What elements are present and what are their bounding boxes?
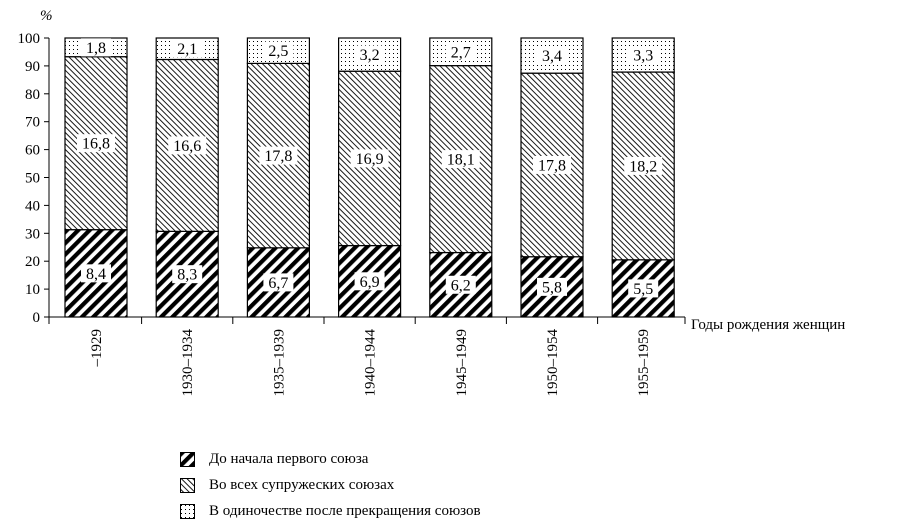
data-label-bg — [81, 38, 111, 57]
data-label: 3,4 — [542, 48, 562, 65]
data-label: 6,2 — [451, 277, 471, 294]
dense-hatch-swatch-icon — [180, 451, 195, 467]
data-label: 6,7 — [268, 275, 288, 292]
data-label: 16,8 — [82, 136, 110, 153]
x-tick-label: 1955–1959 — [636, 329, 652, 397]
legend-item-alone-after-unions: В одиночестве после прекращения союзов — [180, 498, 481, 524]
y-tick-label: 40 — [25, 198, 40, 214]
stacked-bar-chart: % 0 10 20 30 40 50 60 70 80 90 100 –1929 1930–1934 1… — [18, 8, 846, 397]
y-tick-label: 10 — [25, 282, 40, 298]
data-label: 5,5 — [633, 281, 653, 298]
data-label: 6,9 — [360, 274, 380, 291]
bar-segment — [611, 37, 675, 73]
data-label-bg — [263, 41, 294, 60]
y-axis-label: % — [40, 8, 53, 24]
data-label-bg — [354, 45, 385, 64]
data-label-bg — [350, 149, 389, 168]
dotted-swatch-icon — [180, 503, 195, 519]
data-label-bg — [628, 279, 659, 298]
data-label-bg — [533, 155, 571, 174]
data-label-bg — [441, 150, 480, 169]
legend-label: До начала первого союза — [209, 450, 369, 467]
x-axis: –1929 1930–1934 1935–1939 1940–1944 1945–194… — [48, 316, 686, 397]
y-tick-label: 50 — [25, 171, 40, 187]
x-tick-label: 1950–1954 — [545, 329, 561, 397]
data-label: 16,9 — [356, 151, 384, 168]
legend: До начала первого союза Во всех супружес… — [180, 446, 481, 524]
y-tick-label: 0 — [33, 310, 41, 326]
y-tick-label: 90 — [25, 59, 40, 75]
y-tick-label: 20 — [25, 254, 40, 270]
legend-item-before-first-union: До начала первого союза — [180, 446, 481, 472]
data-label-bg — [263, 273, 294, 292]
data-label: 2,1 — [177, 41, 197, 58]
x-tick-label: 1940–1944 — [363, 329, 379, 397]
fine-hatch-swatch-icon — [180, 477, 195, 493]
legend-label: Во всех супружеских союзах — [209, 476, 395, 493]
data-label: 3,2 — [360, 47, 380, 64]
x-tick-label: 1935–1939 — [271, 329, 287, 397]
data-label: 2,7 — [451, 44, 471, 61]
data-label: 5,8 — [542, 279, 562, 296]
bars: 8,4 16,8 1,8 8,3 16,6 2,1 6,7 17,8 2,5 6,9 16,9 3,2… — [64, 37, 675, 318]
data-label-bg — [77, 134, 115, 153]
data-label: 1,8 — [86, 40, 106, 57]
y-tick-label: 80 — [25, 87, 40, 103]
x-axis-label: Годы рождения женщин — [691, 317, 845, 333]
data-label-bg — [628, 46, 659, 65]
x-tick-label: 1930–1934 — [180, 329, 196, 397]
y-tick-label: 100 — [18, 31, 41, 47]
data-label-bg — [172, 265, 203, 284]
x-tick-label: –1929 — [89, 329, 105, 368]
data-label: 3,3 — [633, 48, 653, 65]
data-label: 18,1 — [447, 152, 475, 169]
data-label-bg — [81, 264, 111, 283]
legend-label: В одиночестве после прекращения союзов — [209, 502, 481, 519]
data-label-bg — [537, 46, 567, 65]
data-label: 16,6 — [173, 138, 201, 155]
data-label-bg — [624, 156, 663, 175]
data-label-bg — [259, 146, 298, 165]
y-axis: 0 10 20 30 40 50 60 70 80 90 100 — [18, 31, 50, 326]
data-label-bg — [537, 277, 567, 296]
data-label: 18,2 — [629, 158, 657, 175]
x-tick-label: 1945–1949 — [454, 329, 470, 397]
data-label: 17,8 — [538, 157, 566, 174]
y-tick-label: 60 — [25, 143, 40, 159]
y-tick-label: 70 — [25, 115, 40, 131]
data-label: 17,8 — [264, 148, 292, 165]
data-label-bg — [354, 272, 385, 291]
data-label-bg — [445, 275, 476, 294]
data-label: 2,5 — [268, 43, 288, 60]
legend-item-in-all-unions: Во всех супружеских союзах — [180, 472, 481, 498]
data-label: 8,4 — [86, 266, 106, 283]
y-tick-label: 30 — [25, 226, 40, 242]
data-label: 8,3 — [177, 267, 197, 284]
data-label-bg — [168, 136, 207, 155]
data-label-bg — [172, 39, 203, 58]
data-label-bg — [445, 42, 476, 61]
